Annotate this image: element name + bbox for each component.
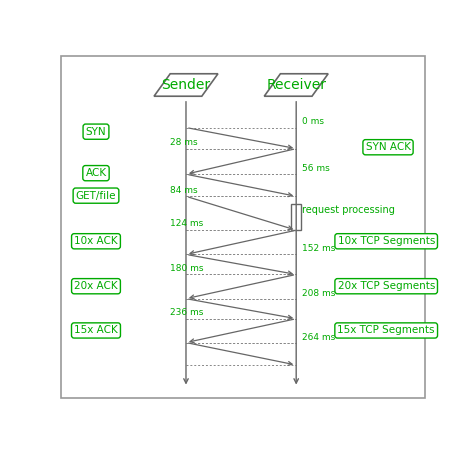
Text: request processing: request processing	[301, 205, 394, 215]
Text: 84 ms: 84 ms	[170, 185, 198, 194]
Text: 56 ms: 56 ms	[301, 164, 329, 173]
Text: 236 ms: 236 ms	[170, 308, 203, 317]
Text: Sender: Sender	[162, 78, 210, 92]
Text: 15x ACK: 15x ACK	[74, 326, 118, 335]
Text: 152 ms: 152 ms	[301, 244, 335, 253]
Text: SYN ACK: SYN ACK	[365, 142, 410, 152]
Text: SYN: SYN	[86, 127, 106, 136]
Text: 10x ACK: 10x ACK	[74, 236, 118, 246]
Text: 10x TCP Segments: 10x TCP Segments	[337, 236, 435, 246]
Bar	[291, 204, 301, 230]
Text: 264 ms: 264 ms	[301, 333, 335, 342]
Text: GET/file: GET/file	[76, 191, 116, 201]
Text: 28 ms: 28 ms	[170, 138, 198, 147]
Text: 0 ms: 0 ms	[301, 118, 324, 127]
Text: 180 ms: 180 ms	[170, 264, 204, 273]
Text: ACK: ACK	[85, 168, 107, 178]
Text: 15x TCP Segments: 15x TCP Segments	[337, 326, 435, 335]
Text: 20x ACK: 20x ACK	[74, 281, 118, 291]
Text: 208 ms: 208 ms	[301, 289, 335, 298]
Text: 124 ms: 124 ms	[170, 220, 203, 229]
Text: Receiver: Receiver	[266, 78, 326, 92]
Text: 20x TCP Segments: 20x TCP Segments	[337, 281, 435, 291]
